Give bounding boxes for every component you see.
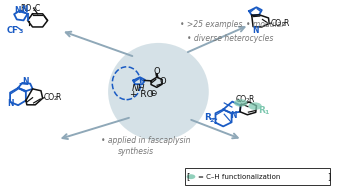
Text: 2: 2 [54,96,57,101]
Text: N: N [22,5,28,14]
Text: R: R [283,19,289,28]
Text: 2: 2 [246,98,249,103]
Text: CO: CO [236,95,247,104]
Text: NH: NH [131,84,145,93]
Text: 2: 2 [281,22,285,27]
Text: N: N [252,26,258,35]
Text: [: [ [186,172,190,181]
Circle shape [234,99,247,107]
Text: CF: CF [7,26,19,35]
Text: • modular: • modular [246,20,284,29]
Text: N: N [22,77,29,86]
Text: ⊖: ⊖ [150,89,157,98]
Text: RO: RO [20,4,31,13]
Text: O: O [160,77,166,86]
Text: • >25 examples: • >25 examples [180,20,243,29]
Text: R: R [258,106,265,115]
Text: R: R [248,95,253,104]
Text: 3: 3 [18,29,23,34]
Text: CO: CO [271,19,282,28]
Circle shape [187,174,195,179]
Text: R: R [204,113,211,122]
Text: • diverse heterocycles: • diverse heterocycles [187,34,273,43]
Text: 2: 2 [210,118,214,123]
Text: 1: 1 [264,110,268,115]
Text: = C–H functionalization: = C–H functionalization [198,174,280,180]
Text: N: N [14,6,21,15]
Text: N: N [230,111,237,120]
Text: N: N [7,99,14,108]
Circle shape [248,102,262,110]
Text: ]: ] [327,172,331,181]
Text: C: C [34,4,39,13]
Text: synthesis: synthesis [118,147,154,156]
Text: R: R [56,93,61,102]
Ellipse shape [108,43,209,140]
Text: • applied in fascaplysin: • applied in fascaplysin [101,136,191,145]
Text: + RO: + RO [130,90,153,99]
Text: 2: 2 [32,7,36,12]
Text: O: O [153,67,160,76]
Text: CO: CO [44,93,55,102]
